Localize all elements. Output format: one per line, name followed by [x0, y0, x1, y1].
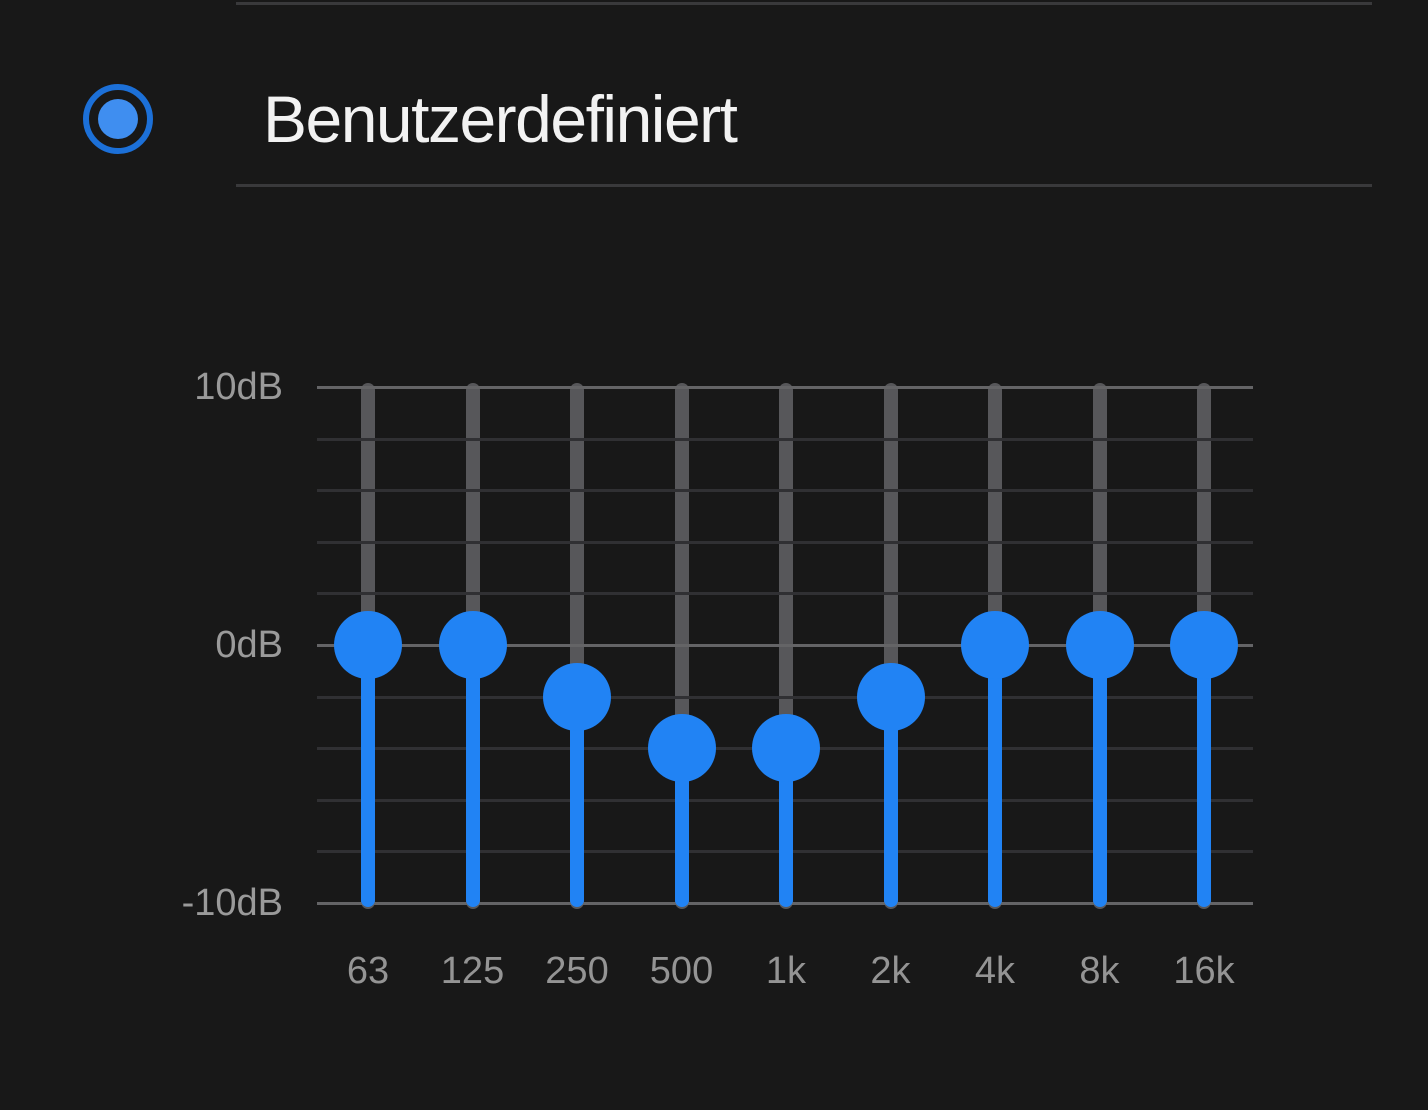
gridline-0db: [317, 644, 1253, 647]
gridline-10db: [317, 386, 1253, 389]
eq-slider-fill-500: [674, 748, 689, 907]
freq-label-500: 500: [649, 950, 714, 992]
freq-label-4k: 4k: [974, 950, 1016, 992]
eq-slider-fill-8k: [1092, 645, 1107, 907]
eq-slider-handle-500[interactable]: [647, 714, 716, 783]
eq-slider-fill-125: [465, 645, 480, 907]
eq-slider-fill-2k: [883, 696, 898, 907]
eq-slider-fill-63: [361, 645, 375, 907]
eq-slider-handle-125[interactable]: [438, 611, 507, 679]
eq-slider-handle-16k[interactable]: [1170, 611, 1238, 679]
gridline-8db: [317, 437, 1253, 441]
gridline-4db: [317, 540, 1253, 544]
freq-label-1k: 1k: [765, 950, 807, 992]
eq-slider-fill-250: [570, 696, 584, 907]
preset-row-custom[interactable]: Benutzerdefiniert: [0, 24, 1428, 166]
eq-slider-fill-4k: [988, 645, 1002, 907]
eq-slider-handle-250[interactable]: [543, 662, 611, 731]
eq-slider-handle-4k[interactable]: [961, 611, 1029, 679]
eq-slider-handle-63[interactable]: [334, 611, 402, 679]
y-axis-label-10db: 10dB: [194, 366, 283, 408]
eq-slider-handle-8k[interactable]: [1065, 611, 1134, 679]
preset-label: Benutzerdefiniert: [263, 82, 738, 156]
freq-label-8k: 8k: [1079, 950, 1120, 992]
freq-label-2k: 2k: [870, 950, 911, 992]
freq-label-125: 125: [440, 950, 505, 992]
eq-slider-handle-1k[interactable]: [752, 714, 820, 783]
gridline-6db: [317, 489, 1253, 493]
freq-label-63: 63: [346, 950, 390, 992]
divider-top: [236, 2, 1372, 5]
freq-label-250: 250: [545, 950, 609, 992]
y-axis-label-0db: 0dB: [215, 624, 283, 666]
gridline-2db: [317, 592, 1253, 596]
y-axis-label--10db: -10dB: [181, 882, 283, 924]
freq-label-16k: 16k: [1173, 950, 1235, 992]
gridline--2db: [317, 695, 1253, 699]
eq-slider-fill-1k: [779, 748, 793, 907]
eq-slider-handle-2k[interactable]: [856, 662, 925, 731]
radio-selected-icon[interactable]: [83, 84, 153, 154]
radio-inner-dot: [98, 99, 138, 139]
divider-bottom: [236, 184, 1372, 187]
eq-slider-fill-16k: [1197, 645, 1211, 907]
